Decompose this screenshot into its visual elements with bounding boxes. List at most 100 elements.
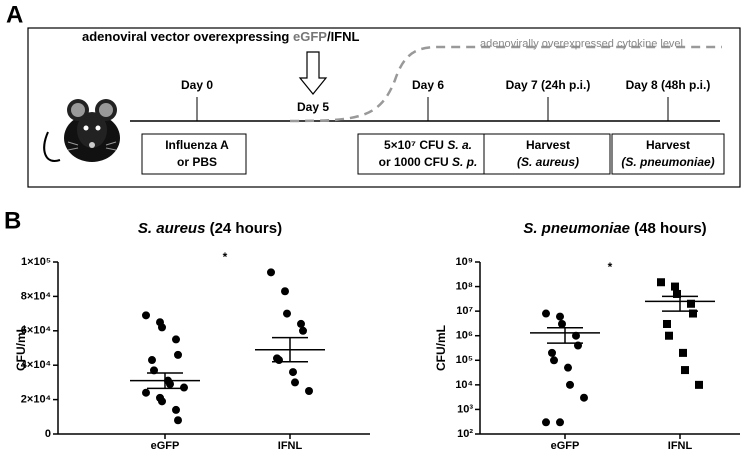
data-point xyxy=(580,393,588,402)
event-label: Day 5 xyxy=(297,100,329,114)
data-point xyxy=(695,380,703,389)
box-text-part: S. a. xyxy=(447,138,472,152)
y-tick-label: 10⁵ xyxy=(456,354,473,366)
data-point xyxy=(657,278,665,287)
data-point xyxy=(267,268,275,277)
data-point xyxy=(172,405,180,414)
curve-label: adenovirally overexpressed cytokine leve… xyxy=(480,38,683,50)
data-point xyxy=(548,348,556,357)
mouse-icon xyxy=(43,99,120,162)
y-tick-label: 10⁷ xyxy=(456,305,473,317)
data-point xyxy=(542,309,550,318)
y-axis-label: CFU/mL xyxy=(434,325,448,371)
y-tick-label: 10² xyxy=(457,428,473,440)
box-text: (S. aureus) xyxy=(517,155,579,169)
injection-arrow xyxy=(298,51,328,95)
data-point xyxy=(665,331,673,340)
data-point xyxy=(281,287,289,296)
title-part: /IFNL xyxy=(327,29,360,44)
event-box xyxy=(141,133,247,175)
event-label: Day 8 (48h p.i.) xyxy=(626,78,711,92)
panel-a-frame xyxy=(27,27,741,188)
title-species: S. aureus xyxy=(138,220,206,237)
box-text-part: Harvest xyxy=(646,138,690,152)
data-point xyxy=(283,309,291,318)
box-text-part: Influenza A xyxy=(165,138,229,152)
data-point xyxy=(663,319,671,328)
event-label: Day 0 xyxy=(181,78,213,92)
event-label: Day 6 xyxy=(412,78,444,92)
box-text-part: S. p. xyxy=(452,155,477,169)
significance: * xyxy=(608,260,613,274)
box-text-part: or 1000 CFU xyxy=(379,155,452,169)
data-point xyxy=(142,388,150,397)
data-point xyxy=(291,378,299,387)
box-text-part: Harvest xyxy=(526,138,570,152)
y-tick-label: 10⁶ xyxy=(456,330,473,342)
data-point xyxy=(299,326,307,335)
data-point xyxy=(158,397,166,406)
data-point xyxy=(558,319,566,328)
y-tick-label: 10⁹ xyxy=(456,256,473,268)
timeline-title: adenoviral vector overexpressing eGFP/IF… xyxy=(82,29,360,44)
panel-label: A xyxy=(6,1,23,28)
data-point xyxy=(671,282,679,291)
data-point xyxy=(550,356,558,365)
event-box xyxy=(483,133,611,175)
y-tick-label: 8×10⁴ xyxy=(21,290,51,302)
data-point xyxy=(305,387,313,395)
y-tick-label: 4×10⁴ xyxy=(21,359,51,371)
data-point xyxy=(566,380,574,389)
event-box xyxy=(611,133,725,175)
x-tick-label: IFNL xyxy=(668,440,693,452)
data-point xyxy=(297,319,305,328)
data-point xyxy=(556,418,564,427)
cytokine-curve xyxy=(289,45,722,123)
data-point xyxy=(180,383,188,392)
data-point xyxy=(564,363,572,372)
data-point xyxy=(174,350,182,359)
y-axis-label: CFU/mL xyxy=(14,325,28,371)
box-text-part: 5×10⁷ CFU xyxy=(384,138,447,152)
data-point xyxy=(172,335,180,344)
data-point xyxy=(572,331,580,340)
y-tick-label: 6×10⁴ xyxy=(21,325,51,337)
box-text: Harvest xyxy=(646,138,690,152)
data-point xyxy=(689,309,697,318)
data-point xyxy=(542,418,550,427)
x-tick-label: IFNL xyxy=(278,440,303,452)
box-text-part: (S. pneumoniae) xyxy=(621,155,714,169)
x-tick-label: eGFP xyxy=(151,440,180,452)
data-point xyxy=(142,311,150,320)
significance: * xyxy=(223,250,228,264)
panel-label: B xyxy=(4,207,21,234)
data-point xyxy=(673,289,681,298)
y-tick-label: 10³ xyxy=(457,403,473,415)
sem-bar xyxy=(272,336,308,363)
data-point xyxy=(681,366,689,375)
y-tick-label: 10⁸ xyxy=(456,280,473,292)
data-point xyxy=(148,356,156,365)
title-time: (24 hours) xyxy=(205,220,282,237)
box-text: (S. pneumoniae) xyxy=(621,155,714,169)
event-label: Day 7 (24h p.i.) xyxy=(506,78,591,92)
box-text: 5×10⁷ CFU S. a. xyxy=(384,138,472,152)
y-tick-label: 1×10⁵ xyxy=(21,256,51,268)
chart-title: S. aureus (24 hours) xyxy=(138,220,282,237)
box-text: or PBS xyxy=(177,155,217,169)
title-time: (48 hours) xyxy=(630,220,707,237)
box-text: Influenza A xyxy=(165,138,229,152)
data-point xyxy=(275,356,283,365)
chart-title: S. pneumoniae (48 hours) xyxy=(523,220,706,237)
data-point xyxy=(556,312,564,321)
sem-bar xyxy=(147,372,183,390)
sem-bar xyxy=(547,327,583,344)
sem-bar xyxy=(662,295,698,312)
title-part: adenoviral vector overexpressing xyxy=(82,29,293,44)
box-text-part: or PBS xyxy=(177,155,217,169)
data-point xyxy=(687,299,695,308)
x-tick-label: eGFP xyxy=(551,440,580,452)
y-tick-label: 0 xyxy=(45,428,51,440)
y-tick-label: 2×10⁴ xyxy=(21,394,51,406)
